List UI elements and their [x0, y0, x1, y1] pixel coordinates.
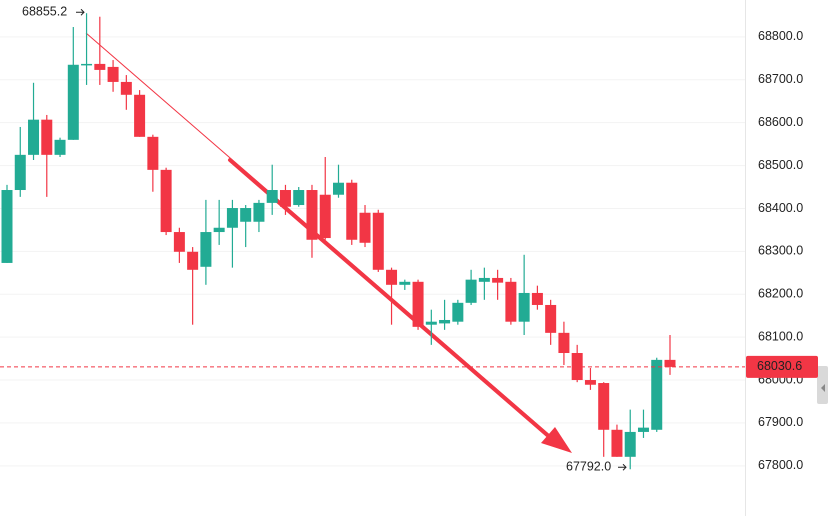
- candle-body: [147, 136, 159, 170]
- candle-body: [213, 227, 225, 233]
- candle-body: [492, 277, 504, 283]
- candle-body: [518, 292, 530, 322]
- y-tick-label: 67900.0: [758, 415, 803, 429]
- y-tick-label: 68200.0: [758, 287, 803, 301]
- min-arrow: [618, 463, 627, 471]
- candle-body: [412, 281, 424, 327]
- candle-body: [637, 427, 649, 432]
- candle-body: [333, 182, 344, 195]
- candle-body: [465, 279, 477, 303]
- max-arrow: [76, 8, 85, 16]
- candle-body: [240, 208, 252, 222]
- candle-body: [425, 321, 437, 325]
- candle-body: [531, 292, 543, 305]
- candle-body: [611, 429, 623, 457]
- candle-body: [584, 380, 596, 385]
- y-tick-label: 68800.0: [758, 29, 803, 43]
- candle-body: [1, 190, 13, 263]
- candle-body: [346, 182, 358, 240]
- candle-body: [67, 64, 79, 140]
- scroll-handle[interactable]: [817, 366, 828, 404]
- candle-body: [226, 208, 238, 228]
- y-tick-label: 68100.0: [758, 329, 803, 343]
- candle-body: [624, 431, 636, 457]
- y-tick-label: 68400.0: [758, 201, 803, 215]
- candle-body: [372, 212, 384, 270]
- candle-body: [439, 319, 451, 324]
- y-tick-label: 68600.0: [758, 115, 803, 129]
- candle-body: [598, 383, 610, 430]
- candle-body: [81, 63, 93, 66]
- candle-body: [651, 359, 663, 430]
- candle-body: [41, 119, 53, 155]
- candle-body: [54, 139, 66, 155]
- candle-body: [266, 190, 278, 203]
- scroll-arrow: [821, 384, 825, 392]
- candle-body: [173, 232, 185, 252]
- y-tick-label: 68300.0: [758, 244, 803, 258]
- y-tick-label: 68700.0: [758, 72, 803, 86]
- candle-body: [664, 359, 676, 367]
- y-tick-label: 67800.0: [758, 458, 803, 472]
- candle-body: [306, 190, 318, 240]
- candle-body: [558, 332, 570, 354]
- candle-body: [505, 281, 517, 322]
- y-tick-label: 68500.0: [758, 158, 803, 172]
- candle-body: [319, 194, 331, 239]
- candle-body: [279, 190, 291, 207]
- candle-body: [200, 232, 212, 267]
- candle-body: [187, 251, 199, 270]
- candle-body: [478, 277, 490, 282]
- candle-body: [94, 63, 106, 70]
- candle-body: [160, 169, 172, 233]
- candle-body: [14, 154, 26, 191]
- candle-body: [359, 212, 371, 243]
- candle-body: [134, 94, 146, 137]
- candle-body: [452, 302, 464, 322]
- candle-body: [386, 269, 398, 285]
- last-price-box: [746, 355, 818, 378]
- last-price-label: 68030.6: [757, 359, 802, 373]
- candle-body: [399, 281, 411, 285]
- candle-body: [28, 119, 40, 155]
- candle-body: [545, 304, 557, 333]
- max-label: 68855.2: [22, 5, 67, 19]
- candle-body: [253, 202, 265, 222]
- min-label: 67792.0: [566, 460, 611, 474]
- candle-body: [293, 190, 305, 206]
- candle-body: [120, 81, 132, 95]
- trend-arrowhead: [541, 427, 572, 453]
- candle-body: [107, 66, 119, 82]
